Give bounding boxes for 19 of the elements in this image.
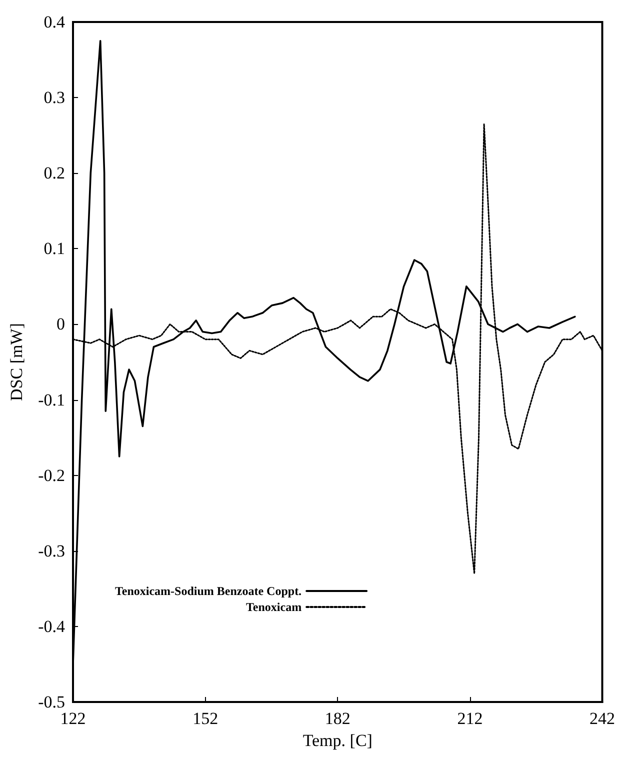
- y-tick-label: -0.2: [38, 466, 65, 485]
- y-tick-label: 0: [56, 314, 65, 334]
- y-tick-label: -0.1: [38, 390, 65, 410]
- y-tick-label: -0.5: [38, 692, 65, 712]
- y-tick-label: 0.2: [44, 164, 65, 183]
- y-tick-label: 0.3: [44, 88, 65, 108]
- y-tick-label: 0.1: [44, 239, 65, 258]
- x-tick-label: 152: [192, 709, 218, 728]
- y-tick-label: -0.4: [38, 616, 66, 636]
- legend-label: Tenoxicam-Sodium Benzoate Coppt.: [114, 584, 302, 598]
- y-tick-label: -0.3: [38, 541, 65, 560]
- y-axis-title: DSC [mW]: [7, 323, 26, 401]
- x-axis-title: Temp. [C]: [302, 731, 372, 750]
- legend-label: Tenoxicam: [246, 600, 302, 614]
- x-tick-label: 242: [590, 709, 615, 728]
- x-tick-label: 122: [60, 709, 86, 728]
- x-tick-label: 212: [457, 709, 483, 728]
- y-tick-label: 0.4: [44, 12, 66, 32]
- x-tick-label: 182: [324, 709, 350, 728]
